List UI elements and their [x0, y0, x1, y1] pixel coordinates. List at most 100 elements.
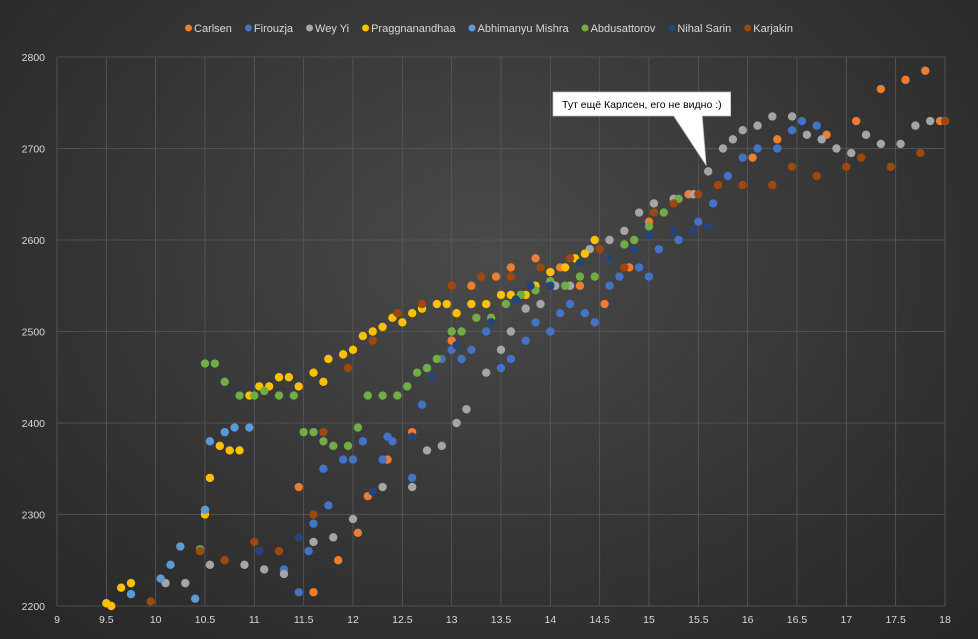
data-point — [403, 382, 412, 391]
legend-marker — [244, 24, 252, 32]
data-point — [546, 327, 555, 336]
data-point — [393, 309, 402, 318]
data-point — [422, 363, 432, 373]
y-tick-label: 2200 — [22, 601, 46, 613]
data-point — [496, 345, 506, 354]
data-point — [832, 144, 841, 153]
data-point — [368, 336, 377, 345]
data-point — [718, 144, 728, 153]
legend-label: Nihal Sarin — [677, 23, 731, 35]
data-point — [319, 464, 328, 473]
data-point — [220, 556, 229, 565]
callout-box — [552, 91, 732, 166]
data-point — [768, 112, 777, 121]
data-point — [620, 263, 629, 272]
data-point — [620, 240, 629, 249]
data-point — [299, 427, 308, 437]
data-point — [447, 281, 456, 290]
data-point — [590, 318, 599, 327]
data-point — [546, 281, 555, 290]
data-point — [378, 455, 387, 464]
data-point — [368, 327, 377, 336]
data-point — [713, 180, 723, 190]
data-point — [694, 217, 703, 226]
data-point — [482, 299, 491, 309]
data-point — [348, 345, 358, 354]
data-point — [294, 482, 303, 492]
data-point — [649, 208, 659, 217]
data-point — [126, 578, 136, 588]
data-point — [309, 510, 318, 519]
y-tick-label: 2600 — [22, 235, 46, 247]
data-point — [343, 441, 353, 451]
data-point — [630, 235, 639, 245]
data-point — [176, 542, 185, 551]
data-point — [748, 153, 757, 162]
data-point — [852, 116, 861, 126]
data-point — [245, 423, 254, 432]
data-point — [329, 533, 338, 542]
data-point — [669, 226, 678, 236]
y-tick-label: 2800 — [22, 52, 46, 64]
data-point — [669, 199, 678, 208]
legend-label: Carlsen — [194, 23, 232, 35]
x-tick-label: 17 — [840, 614, 852, 626]
data-point — [467, 281, 476, 290]
data-point — [659, 208, 668, 217]
data-point — [773, 135, 782, 144]
data-point — [408, 309, 417, 318]
data-point — [861, 130, 871, 139]
data-point — [235, 391, 244, 400]
legend-item: Karjakin — [744, 23, 793, 35]
data-point — [575, 272, 585, 281]
data-point — [190, 594, 200, 603]
data-point — [274, 391, 284, 400]
x-tick-label: 16 — [742, 614, 754, 626]
data-point — [329, 441, 338, 451]
x-tick-label: 15.5 — [688, 614, 709, 626]
data-point — [126, 589, 136, 599]
x-tick-label: 10.5 — [195, 614, 216, 626]
data-point — [496, 290, 506, 300]
data-point — [447, 327, 456, 336]
gridlines — [56, 56, 946, 607]
data-point — [472, 313, 481, 322]
data-point — [205, 473, 215, 483]
data-point — [506, 327, 516, 336]
data-point — [200, 359, 210, 368]
series — [279, 116, 821, 597]
data-point — [412, 368, 422, 377]
data-point — [723, 171, 733, 181]
data-point — [442, 299, 451, 309]
callout-text: Тут ещё Карлсен, его не видно :) — [562, 99, 722, 111]
data-point — [358, 437, 368, 446]
data-point — [348, 455, 358, 464]
legend-item: Abdusattorov — [581, 23, 656, 35]
data-point — [694, 190, 703, 199]
data-point — [847, 148, 856, 158]
data-point — [417, 299, 427, 309]
series — [255, 222, 713, 556]
data-point — [220, 377, 229, 387]
x-tick-label: 17.5 — [885, 614, 906, 626]
data-point — [338, 350, 348, 359]
data-point — [477, 272, 486, 281]
x-tick-label: 18 — [939, 614, 951, 626]
data-point — [704, 222, 713, 231]
data-point — [358, 331, 368, 341]
data-point — [324, 354, 333, 364]
data-point — [521, 336, 530, 345]
data-point — [294, 533, 303, 542]
data-point — [812, 171, 821, 181]
legend: Carlsen Firouzja Wey Yi Praggnanandhaa Abhim… — [185, 23, 793, 35]
data-point — [378, 391, 387, 400]
data-point — [634, 263, 644, 272]
data-point — [338, 455, 348, 464]
data-point — [876, 139, 886, 149]
data-point — [319, 437, 328, 446]
legend-marker — [468, 24, 476, 32]
data-point — [708, 199, 718, 208]
annotation-callout: Тут ещё Карлсен, его не видно :) — [552, 91, 732, 166]
data-point — [457, 354, 466, 364]
x-tick-label: 11 — [249, 614, 260, 626]
